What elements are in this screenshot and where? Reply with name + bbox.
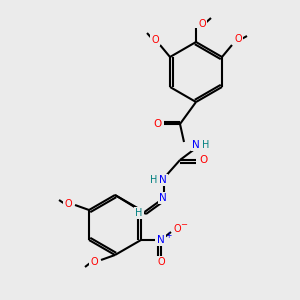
Text: N: N bbox=[192, 140, 200, 150]
Text: O: O bbox=[90, 257, 98, 267]
Text: O: O bbox=[200, 155, 208, 165]
Text: O: O bbox=[157, 257, 165, 267]
Text: N: N bbox=[159, 175, 167, 185]
Text: O: O bbox=[153, 119, 161, 129]
Text: N: N bbox=[157, 235, 165, 245]
Text: O: O bbox=[151, 35, 159, 45]
Text: +: + bbox=[165, 232, 171, 241]
Text: H: H bbox=[202, 140, 210, 150]
Text: H: H bbox=[135, 208, 143, 218]
Text: H: H bbox=[150, 175, 158, 185]
Text: O: O bbox=[234, 34, 242, 44]
Text: O: O bbox=[64, 199, 72, 209]
Text: −: − bbox=[181, 220, 188, 230]
Text: O: O bbox=[198, 19, 206, 29]
Text: N: N bbox=[159, 193, 167, 203]
Text: O: O bbox=[173, 224, 181, 234]
